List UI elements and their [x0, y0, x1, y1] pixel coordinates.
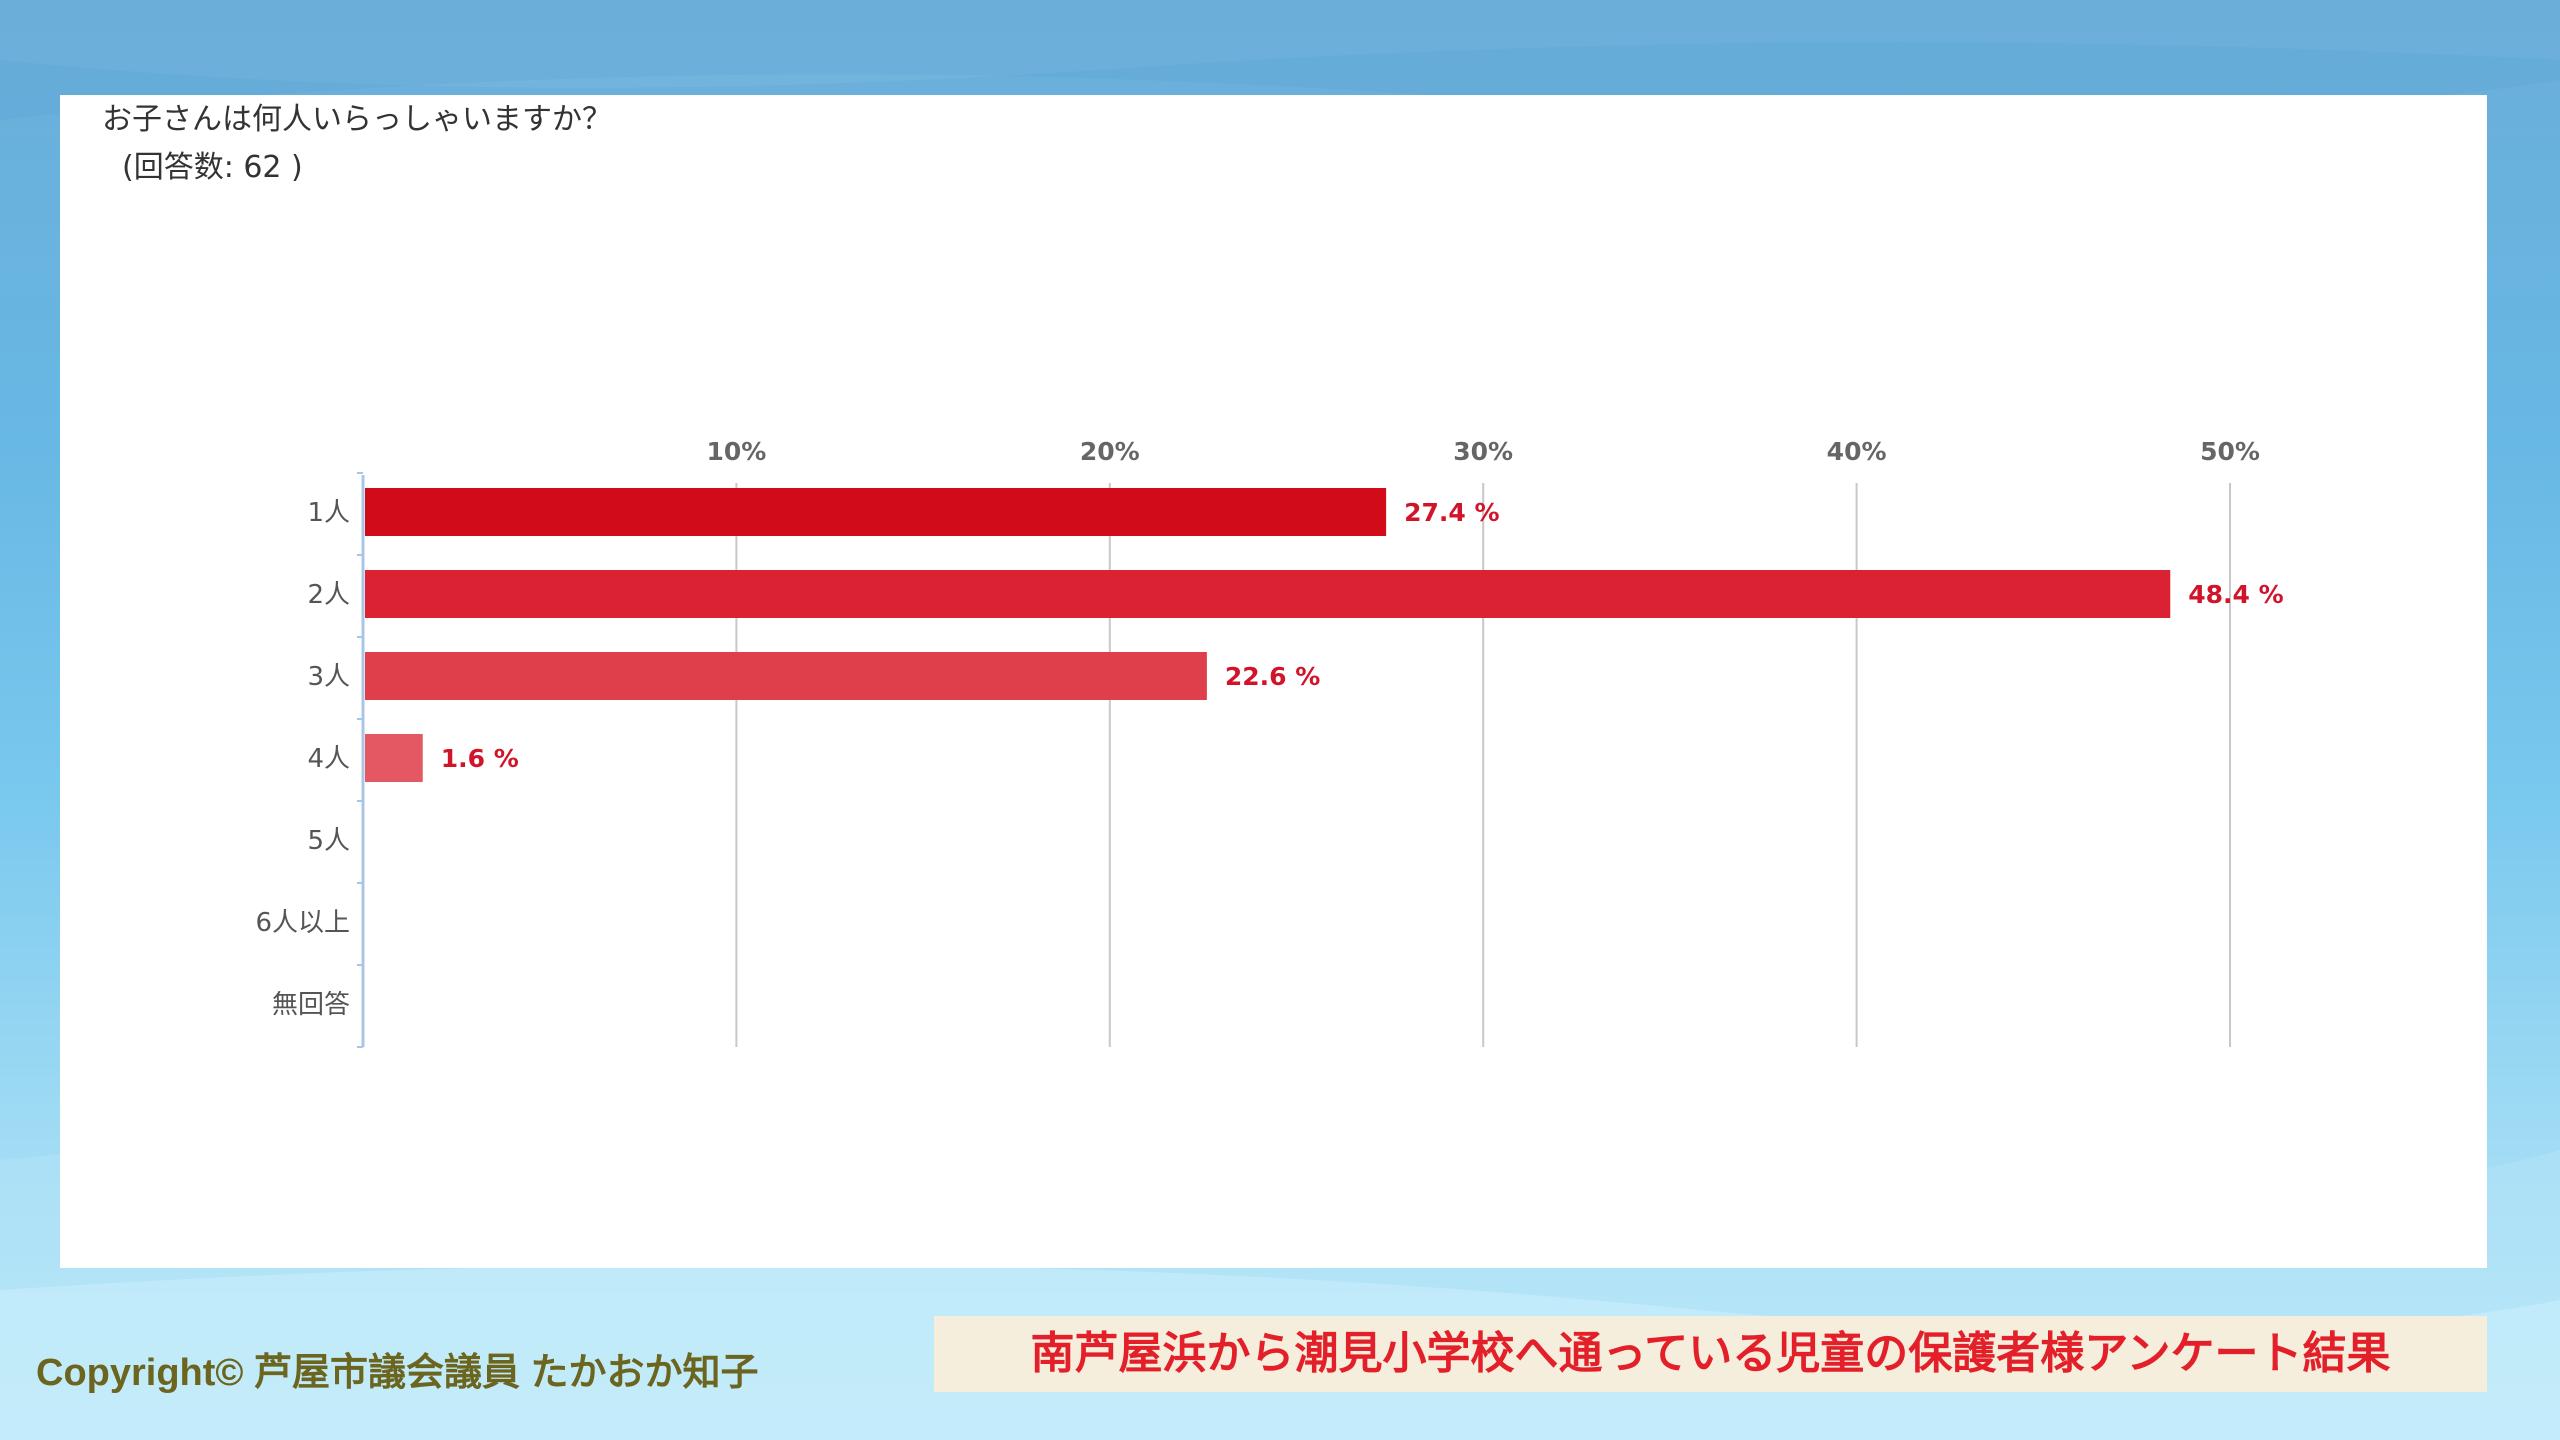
copyright-text: Copyright© 芦屋市議会議員 たかおか知子	[36, 1352, 759, 1394]
bar	[365, 570, 2171, 618]
value-label: 27.4 %	[1404, 498, 1499, 527]
x-tick-label: 20%	[1080, 437, 1140, 466]
bar	[365, 652, 1207, 700]
x-tick-label: 30%	[1453, 437, 1513, 466]
value-label: 1.6 %	[441, 744, 519, 773]
bar	[365, 734, 423, 782]
x-tick-label: 50%	[2200, 437, 2260, 466]
category-label: 5人	[307, 826, 350, 856]
x-tick-label: 40%	[1827, 437, 1887, 466]
chart-panel: お子さんは何人いらっしゃいますか？ (回答数: 62 ) 10% 20% 30% 40…	[60, 95, 2487, 1268]
bar-chart: 10% 20% 30% 40% 50% 1人 27.4 % 2人 48.4 % 3人 22.6 % 4…	[255, 437, 2284, 1048]
respondent-count: (回答数: 62 )	[122, 150, 303, 185]
bar	[365, 488, 1387, 536]
survey-banner: 南芦屋浜から潮見小学校へ通っている児童の保護者様アンケート結果	[934, 1316, 2487, 1392]
category-label: 3人	[307, 662, 350, 692]
category-label: 無回答	[272, 990, 350, 1020]
x-tick-label: 10%	[706, 437, 766, 466]
question-title: お子さんは何人いらっしゃいますか？	[102, 102, 612, 137]
value-label: 22.6 %	[1225, 662, 1320, 691]
category-label: 1人	[307, 498, 350, 528]
category-label: 4人	[307, 744, 350, 774]
category-label: 2人	[307, 580, 350, 610]
category-label: 6人以上	[255, 908, 350, 938]
value-label: 48.4 %	[2188, 580, 2283, 609]
